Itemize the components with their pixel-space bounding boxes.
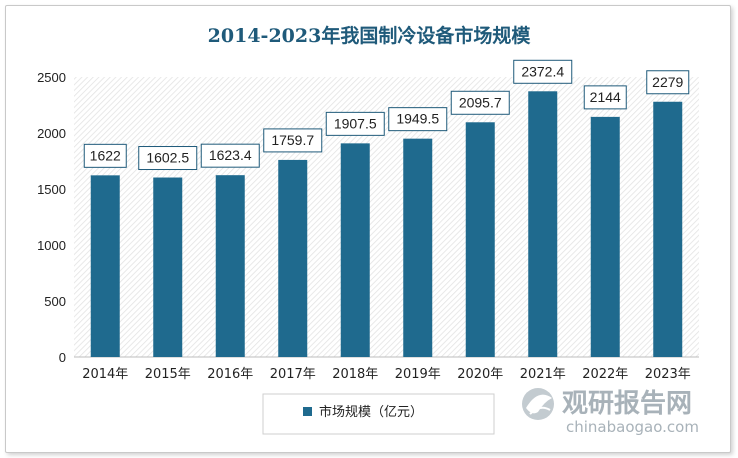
data-label-box xyxy=(200,143,260,168)
data-label-box xyxy=(513,59,573,84)
x-tick-label: 2020年 xyxy=(457,367,503,382)
y-tick-label: 2500 xyxy=(37,70,66,85)
bar xyxy=(590,116,620,357)
data-label-box xyxy=(263,128,323,153)
watermark-text: 观研报告网 xyxy=(562,388,692,419)
bar xyxy=(403,138,433,357)
watermark-subtext: chinabaogao.com xyxy=(566,418,699,436)
data-label: 1949.5 xyxy=(396,111,439,127)
x-tick-label: 2015年 xyxy=(145,367,191,382)
bar xyxy=(465,122,495,357)
data-label-box xyxy=(138,146,198,171)
chart-title: 2014-2023年我国制冷设备市场规模 xyxy=(208,24,532,47)
data-label-box xyxy=(646,70,690,95)
data-label: 2144 xyxy=(590,89,621,105)
bar xyxy=(653,101,683,357)
x-tick-label: 2021年 xyxy=(520,367,566,382)
data-label-box xyxy=(325,111,385,136)
legend-label: 市场规模（亿元） xyxy=(319,404,423,420)
bars xyxy=(90,91,683,357)
data-label-box xyxy=(388,107,448,132)
legend-swatch xyxy=(303,407,312,416)
data-label: 1622 xyxy=(90,147,121,163)
legend: 市场规模（亿元） xyxy=(262,393,495,435)
x-tick-label: 2019年 xyxy=(395,367,441,382)
y-tick-label: 0 xyxy=(59,350,66,365)
y-tick-label: 1000 xyxy=(37,238,66,253)
bar xyxy=(278,159,308,357)
bar xyxy=(340,143,370,357)
data-label: 2372.4 xyxy=(521,63,564,79)
y-tick-label: 500 xyxy=(44,294,66,309)
y-tick-label: 2000 xyxy=(37,126,66,141)
x-tick-label: 2022年 xyxy=(582,367,628,382)
data-labels: 1622 1602.5 1623.4 1759.7 1907.5 1949.5 2095.7… xyxy=(83,59,690,171)
data-label-box xyxy=(83,143,127,168)
data-label: 1759.7 xyxy=(271,132,314,148)
data-label: 1907.5 xyxy=(334,115,377,131)
x-tick-label: 2018年 xyxy=(332,367,378,382)
bar xyxy=(153,177,183,357)
bar xyxy=(215,175,245,357)
x-axis-ticks: 2014年 2015年 2016年 2017年 2018年 2019年 2020年 2021年… xyxy=(82,367,691,382)
data-label: 2279 xyxy=(652,74,683,90)
data-label: 1623.4 xyxy=(209,147,252,163)
data-label-box xyxy=(450,90,510,115)
bar xyxy=(528,91,558,357)
bar xyxy=(90,175,120,357)
x-tick-label: 2016年 xyxy=(207,367,253,382)
x-tick-label: 2014年 xyxy=(82,367,128,382)
watermark: 观研报告网 chinabaogao.com xyxy=(522,388,699,436)
data-label: 2095.7 xyxy=(459,94,502,110)
x-tick-label: 2017年 xyxy=(270,367,316,382)
data-label-box xyxy=(583,85,627,110)
x-tick-label: 2023年 xyxy=(645,367,691,382)
watermark-logo-icon xyxy=(522,388,554,420)
data-label: 1602.5 xyxy=(146,150,189,166)
legend-box xyxy=(262,393,495,435)
y-axis-ticks: 0 500 1000 1500 2000 2500 xyxy=(37,70,66,365)
y-tick-label: 1500 xyxy=(37,182,66,197)
